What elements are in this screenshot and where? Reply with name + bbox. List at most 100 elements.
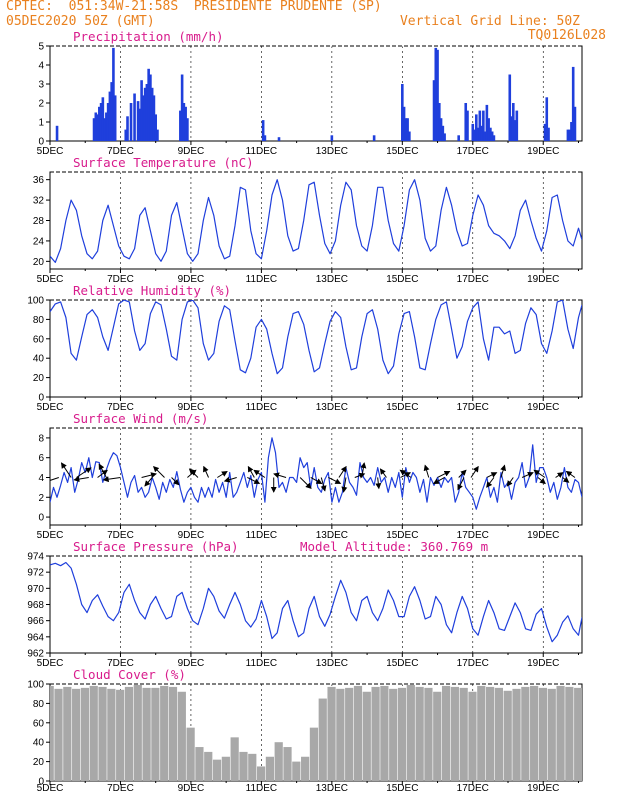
cloud-bar bbox=[72, 688, 81, 781]
wind-arrow bbox=[486, 477, 495, 488]
pressure-title: Surface Pressure (hPa) bbox=[73, 539, 239, 554]
precip-bar bbox=[404, 118, 408, 141]
precip-bar bbox=[108, 91, 112, 141]
pressure-ytick-label: 974 bbox=[27, 552, 44, 563]
grid-line-info: Vertical Grid Line: 50Z bbox=[399, 14, 580, 29]
precip-bar bbox=[136, 101, 140, 141]
pressure-ytick-label: 966 bbox=[27, 616, 44, 627]
precip-bar bbox=[441, 125, 445, 141]
precipitation-xtick-label: 17DEC bbox=[457, 146, 489, 157]
pressure-ytick-label: 968 bbox=[27, 600, 44, 611]
precip-bar bbox=[438, 103, 441, 141]
cloud-bar bbox=[248, 753, 257, 781]
wind-arrow bbox=[423, 464, 430, 478]
wind-xtick-label: 19DEC bbox=[527, 530, 559, 541]
precip-bar bbox=[133, 93, 136, 141]
pressure-xtick-label: 17DEC bbox=[457, 658, 489, 669]
precip-bar bbox=[510, 116, 513, 141]
temperature-line bbox=[50, 179, 582, 263]
precip-bar bbox=[372, 135, 376, 141]
wind-arrow bbox=[247, 477, 261, 484]
cloud-bar bbox=[485, 686, 495, 781]
precip-bar bbox=[471, 123, 475, 141]
humidity-data bbox=[50, 300, 582, 375]
pressure-panel: 5DEC 7DEC 9DEC 11DEC 13DEC 15DEC 17DEC 19DEC 962… bbox=[27, 539, 583, 669]
precipitation-xtick-label: 5DEC bbox=[37, 146, 64, 157]
wind-arrow bbox=[217, 470, 228, 478]
precipitation-data bbox=[55, 47, 577, 141]
station-title: CPTEC: 051:34W-21:58S PRESIDENTE PRUDENT… bbox=[6, 0, 382, 14]
wind-ytick-label: 0 bbox=[38, 513, 44, 524]
precipitation-panel: 5DEC 7DEC 9DEC 11DEC 13DEC 15DEC 17DEC 19DEC 0 1 2… bbox=[37, 29, 583, 157]
pressure-xtick-label: 15DEC bbox=[386, 658, 418, 669]
precip-bar bbox=[511, 103, 515, 141]
temperature-ytick-label: 36 bbox=[33, 175, 45, 186]
precip-bar bbox=[110, 82, 113, 141]
precip-bar bbox=[149, 74, 152, 141]
cloud-cover-xtick-label: 17DEC bbox=[457, 783, 489, 794]
cloud-bar bbox=[116, 689, 125, 781]
wind-arrow bbox=[338, 465, 347, 478]
wind-arrow bbox=[310, 477, 323, 484]
model-id: TQ0126L028 bbox=[527, 28, 606, 43]
wind-arrow bbox=[60, 462, 72, 478]
cloud-bar bbox=[301, 756, 310, 781]
pressure-xtick-label: 19DEC bbox=[527, 658, 559, 669]
wind-arrow bbox=[171, 477, 180, 486]
wind-arrow bbox=[537, 477, 546, 485]
precip-bar bbox=[330, 135, 334, 141]
pressure-xtick-label: 13DEC bbox=[316, 658, 348, 669]
wind-arrow bbox=[141, 472, 157, 479]
temperature-panel: 5DEC 7DEC 9DEC 11DEC 13DEC 15DEC 17DEC 19DEC 20 2… bbox=[33, 155, 583, 285]
cloud-cover-xtick-label: 19DEC bbox=[527, 783, 559, 794]
precip-bar bbox=[112, 47, 115, 141]
precip-bar bbox=[261, 120, 265, 141]
cloud-bar bbox=[274, 742, 283, 781]
wind-ytick-label: 4 bbox=[38, 473, 44, 484]
cloud-bar bbox=[50, 685, 54, 781]
precip-bar bbox=[515, 110, 519, 141]
precipitation-xtick-label: 13DEC bbox=[316, 146, 348, 157]
wind-title: Surface Wind (m/s) bbox=[73, 411, 208, 426]
precip-bar bbox=[432, 80, 436, 141]
temperature-xtick-label: 9DEC bbox=[178, 274, 205, 285]
humidity-xtick-label: 11DEC bbox=[246, 402, 278, 413]
cloud-bar bbox=[160, 685, 169, 781]
cloud-bar bbox=[565, 686, 574, 781]
humidity-ytick-label: 60 bbox=[33, 334, 45, 345]
precip-bar bbox=[402, 106, 406, 141]
precip-bar bbox=[408, 131, 411, 141]
precip-bar bbox=[476, 127, 480, 141]
precip-bar bbox=[263, 135, 267, 141]
precip-bar bbox=[156, 129, 159, 141]
cloud-bar bbox=[309, 727, 319, 781]
humidity-frame bbox=[49, 299, 583, 398]
humidity-line bbox=[50, 300, 582, 375]
pressure-xtick-label: 7DEC bbox=[107, 658, 134, 669]
humidity-xtick-label: 13DEC bbox=[316, 402, 348, 413]
precip-bar bbox=[138, 108, 142, 141]
precip-bar bbox=[106, 103, 110, 141]
wind-arrow bbox=[97, 469, 108, 478]
cloud-bar bbox=[151, 687, 160, 781]
wind-arrow bbox=[379, 468, 387, 478]
pressure-xtick-label: 5DEC bbox=[37, 658, 64, 669]
wind-panel: 5DEC 7DEC 9DEC 11DEC 13DEC 15DEC 17DEC 19DEC 0 2 4… bbox=[37, 411, 583, 541]
cloud-bar bbox=[424, 687, 433, 781]
temperature-xtick-label: 19DEC bbox=[527, 274, 559, 285]
pressure-ytick-label: 964 bbox=[27, 632, 44, 643]
cloud-bar bbox=[265, 756, 275, 781]
cloud-bar bbox=[371, 686, 380, 781]
temperature-data bbox=[50, 179, 582, 263]
humidity-xtick-label: 19DEC bbox=[527, 402, 559, 413]
precip-bar bbox=[570, 122, 573, 141]
precip-bar bbox=[147, 68, 150, 141]
run-date: 05DEC2020 50Z (GMT) bbox=[6, 14, 155, 29]
precip-bar bbox=[129, 103, 133, 141]
temperature-xtick-label: 17DEC bbox=[457, 274, 489, 285]
wind-arrow bbox=[341, 477, 348, 493]
precipitation-xtick-label: 15DEC bbox=[386, 146, 418, 157]
wind-arrow bbox=[506, 477, 514, 487]
precipitation-ytick-label: 2 bbox=[38, 99, 44, 110]
wind-arrow bbox=[457, 477, 465, 491]
